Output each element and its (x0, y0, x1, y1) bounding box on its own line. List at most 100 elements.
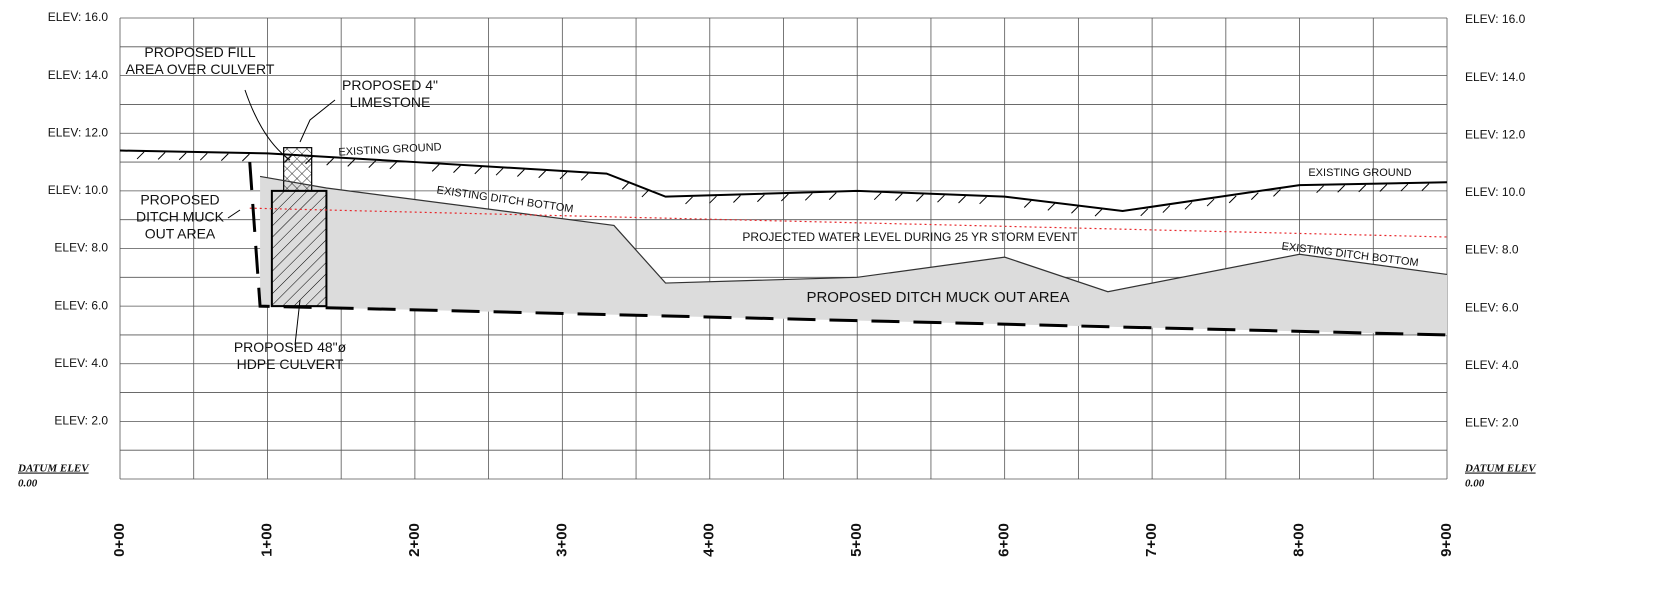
ground-hatch (641, 189, 650, 198)
ground-hatch (1071, 205, 1079, 214)
ground-hatch (1250, 192, 1259, 200)
x-tick-label: 1+00 (258, 523, 275, 557)
ground-hatch (621, 181, 630, 190)
ground-hatch (1140, 208, 1149, 217)
ground-hatch (559, 171, 568, 180)
x-tick-label: 6+00 (996, 523, 1013, 557)
ground-hatch (305, 156, 313, 165)
x-tick-label: 0+00 (111, 523, 128, 557)
ground-hatch (804, 192, 813, 201)
ground-hatch (495, 167, 504, 176)
y-tick-label-right: ELEV: 14.0 (1465, 70, 1526, 84)
ground-hatch (1379, 184, 1388, 192)
series-line (259, 175, 1448, 293)
series-label: PROJECTED WATER LEVEL DURING 25 YR STORM… (742, 230, 1078, 244)
ground-hatch (1400, 183, 1409, 192)
ground-hatch (937, 194, 945, 203)
ground-hatch (157, 152, 166, 160)
culvert (270, 189, 328, 308)
annotation: PROPOSED 4" (342, 77, 438, 93)
ground-hatch (1162, 205, 1171, 213)
ground-hatch (538, 170, 547, 179)
ground-hatch (517, 169, 525, 177)
datum-label: DATUM ELEV (17, 463, 90, 475)
ground-hatch (1337, 184, 1346, 193)
y-tick-label-right: ELEV: 6.0 (1465, 300, 1519, 314)
series-label: EXISTING GROUND (1308, 167, 1411, 179)
annotation: LIMESTONE (350, 94, 431, 110)
y-tick-label: ELEV: 10.0 (48, 183, 109, 197)
ground-hatch (220, 153, 229, 161)
datum-value: 0.00 (1465, 478, 1485, 490)
ground-hatch (580, 172, 589, 181)
ground-hatch (757, 194, 765, 203)
y-tick-label: ELEV: 4.0 (54, 356, 108, 370)
series-line (119, 149, 1448, 213)
leader-line (244, 89, 291, 161)
ground-hatch (1206, 198, 1215, 207)
leader-line (227, 209, 241, 219)
ground-hatch (389, 161, 398, 170)
datum-value: 0.00 (18, 478, 38, 490)
datum-label: DATUM ELEV (1464, 463, 1537, 475)
leader-lines (227, 89, 336, 346)
ground-hatch (979, 196, 987, 205)
ground-hatch (347, 159, 356, 167)
annotation: OUT AREA (145, 226, 216, 242)
x-tick-label: 2+00 (406, 523, 423, 557)
x-tick-label: 7+00 (1143, 523, 1160, 557)
ground-hatch (178, 152, 187, 161)
annotation: PROPOSED FILL (144, 44, 255, 60)
ground-hatch (1228, 195, 1237, 204)
annotation: PROPOSED (140, 192, 219, 208)
ground-hatch (709, 195, 717, 204)
y-tick-label: ELEV: 14.0 (48, 68, 109, 82)
y-tick-label-right: ELEV: 8.0 (1465, 243, 1519, 257)
ground-hatch (1316, 185, 1324, 194)
ground-hatch (780, 193, 789, 202)
x-tick-label: 5+00 (848, 523, 865, 557)
annotation: HDPE CULVERT (237, 356, 344, 372)
y-tick-label-right: ELEV: 12.0 (1465, 127, 1526, 141)
y-tick-label-right: ELEV: 4.0 (1465, 358, 1519, 372)
y-tick-label-right: ELEV: 10.0 (1465, 185, 1526, 199)
ground-hatch (1047, 203, 1056, 211)
ground-hatch (326, 157, 334, 166)
leader-line (294, 299, 301, 346)
ground-hatch (685, 196, 693, 205)
annotation: PROPOSED 48"ø (234, 339, 347, 355)
y-tick-label: ELEV: 2.0 (54, 414, 108, 428)
ground-hatch (1421, 183, 1430, 191)
series-label: PROPOSED DITCH MUCK OUT AREA (806, 289, 1069, 306)
ground-hatch (828, 192, 837, 200)
y-tick-label: ELEV: 6.0 (54, 298, 108, 312)
y-tick-label-right: ELEV: 16.0 (1465, 12, 1526, 26)
ground-hatch (1273, 189, 1281, 197)
ground-hatch (474, 166, 483, 175)
y-tick-label: ELEV: 8.0 (54, 241, 108, 255)
x-tick-label: 4+00 (701, 523, 718, 557)
x-tick-label: 8+00 (1291, 523, 1308, 557)
ground-hatch (242, 153, 250, 162)
ground-hatch (916, 193, 924, 202)
y-tick-label-right: ELEV: 2.0 (1465, 416, 1519, 430)
ground-hatch (431, 163, 440, 172)
series-label: EXISTING GROUND (338, 141, 442, 158)
ground-hatch (1023, 200, 1032, 208)
ground-hatch (199, 152, 208, 161)
ground-hatch (733, 195, 741, 203)
ground-hatch (894, 193, 903, 201)
x-tick-label: 9+00 (1438, 523, 1455, 557)
y-tick-label: ELEV: 16.0 (48, 10, 109, 24)
x-tick-label: 3+00 (553, 523, 570, 557)
ground-hatch (1184, 201, 1193, 210)
ground-hatch (368, 160, 377, 168)
muck-out-area (260, 176, 1447, 335)
ground-hatch (1094, 208, 1103, 217)
series-line (248, 161, 1448, 337)
ground-hatch (453, 165, 461, 173)
ground-hatch (958, 195, 966, 204)
ground-hatch (873, 192, 882, 201)
y-tick-label: ELEV: 12.0 (48, 125, 109, 139)
